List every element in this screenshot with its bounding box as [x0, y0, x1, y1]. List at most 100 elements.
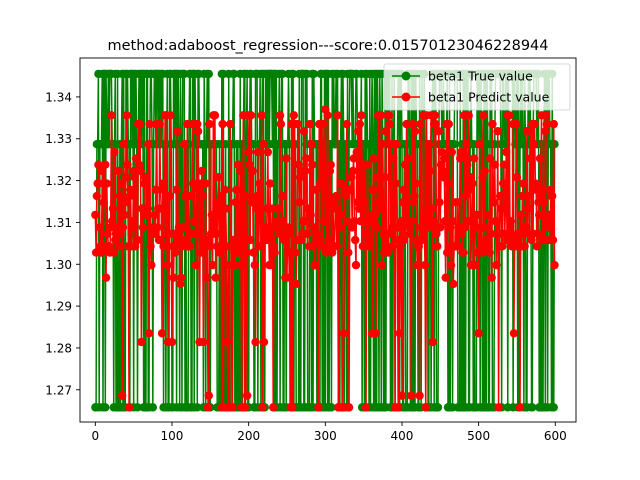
series-point-1 [354, 127, 363, 136]
series-point-1 [479, 223, 489, 232]
series-point-1 [348, 166, 358, 176]
series-point-1 [250, 260, 259, 270]
series-point-1 [135, 119, 144, 129]
x-tick-label: 600 [544, 429, 567, 443]
series-point-1 [410, 191, 419, 201]
series-point-1 [439, 173, 448, 182]
series-point-1 [259, 337, 269, 347]
series-point-1 [323, 111, 332, 120]
series-point-1 [362, 229, 371, 238]
series-point-1 [166, 111, 175, 120]
series-point-1 [514, 235, 523, 245]
series-point-1 [333, 111, 342, 120]
series-point-1 [483, 210, 493, 220]
series-point-1 [178, 235, 187, 245]
series-point-1 [129, 166, 138, 176]
series-point-1 [125, 191, 135, 201]
series-point-1 [495, 191, 505, 201]
series-point-1 [443, 179, 453, 188]
series-point-1 [467, 216, 476, 226]
y-tick-label: 1.32 [45, 174, 72, 188]
series-point-1 [270, 248, 279, 257]
series-point-1 [311, 185, 321, 194]
series-point-1 [492, 260, 501, 270]
series-point-1 [305, 119, 315, 129]
series-point-1 [229, 235, 238, 245]
series-point-1 [207, 210, 217, 220]
series-point-1 [472, 210, 482, 220]
series-point-1 [146, 242, 155, 251]
series-point-1 [172, 185, 181, 194]
series-point-0 [215, 139, 224, 149]
series-point-1 [512, 173, 522, 182]
series-point-1 [240, 403, 250, 412]
series-point-1 [293, 119, 302, 129]
series-point-1 [426, 166, 435, 176]
series-point-1 [297, 235, 306, 245]
series-point-1 [229, 260, 239, 270]
series-point-1 [255, 179, 264, 188]
legend-label-predict: beta1 Predict value [428, 90, 550, 105]
series-point-1 [417, 235, 427, 245]
series-point-1 [115, 191, 125, 201]
series-point-1 [344, 248, 353, 257]
series-point-1 [521, 223, 531, 232]
series-point-1 [284, 229, 293, 238]
series-point-1 [108, 204, 118, 213]
series-point-1 [475, 139, 484, 149]
series-point-1 [411, 179, 420, 188]
series-point-1 [313, 235, 322, 245]
x-tick-label: 0 [92, 429, 100, 443]
legend-marker-true [401, 71, 411, 81]
series-point-1 [107, 111, 116, 120]
series-point-1 [423, 223, 433, 232]
series-point-1 [201, 179, 210, 188]
plot-frame [79, 57, 577, 423]
series-point-1 [548, 191, 557, 201]
series-point-1 [102, 179, 112, 188]
x-tick-label: 400 [391, 429, 414, 443]
series-point-1 [410, 127, 420, 136]
series-point-1 [275, 111, 285, 120]
series-point-1 [301, 154, 311, 163]
series-point-1 [314, 403, 323, 412]
series-point-1 [210, 111, 220, 120]
series-point-1 [431, 119, 440, 129]
series-point-1 [444, 119, 453, 129]
series-point-1 [208, 260, 217, 270]
series-point-1 [236, 166, 245, 176]
series-point-1 [185, 242, 194, 251]
series-point-0 [433, 403, 443, 412]
series-point-1 [209, 229, 219, 238]
series-point-1 [153, 223, 162, 232]
series-point-1 [371, 329, 381, 338]
series-point-1 [144, 329, 154, 338]
series-point-1 [364, 235, 373, 245]
series-point-1 [187, 191, 197, 201]
series-point-1 [255, 204, 265, 213]
series-point-1 [274, 223, 283, 232]
series-point-1 [123, 160, 132, 169]
series-point-1 [374, 198, 384, 207]
series-point-1 [167, 337, 177, 347]
series-point-1 [193, 119, 202, 129]
series-point-1 [137, 337, 146, 347]
series-point-1 [381, 127, 391, 136]
series-point-0 [229, 69, 239, 79]
series-point-1 [220, 185, 230, 194]
series-point-1 [121, 198, 130, 207]
series-point-1 [155, 119, 164, 129]
series-point-1 [505, 111, 514, 120]
series-point-1 [397, 391, 407, 400]
series-point-1 [211, 273, 220, 282]
series-point-1 [241, 191, 250, 201]
series-point-1 [435, 198, 444, 207]
series-point-1 [95, 223, 105, 232]
series-point-1 [489, 198, 499, 207]
series-point-1 [397, 216, 406, 226]
series-point-1 [199, 337, 208, 347]
series-point-1 [481, 235, 490, 245]
series-point-1 [291, 248, 300, 257]
series-point-1 [358, 242, 368, 251]
series-point-1 [122, 111, 131, 120]
